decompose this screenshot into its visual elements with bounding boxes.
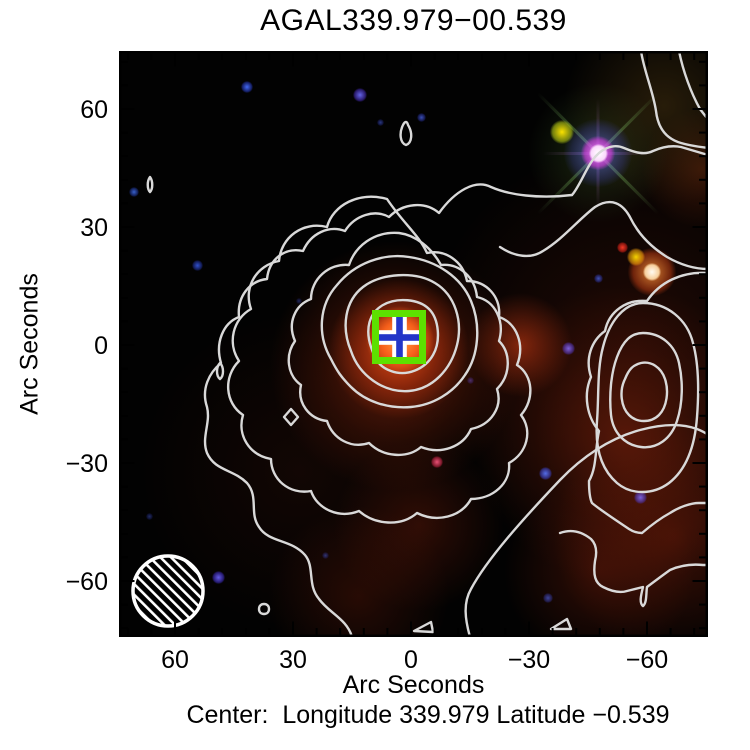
star-icon — [191, 259, 203, 271]
axis-ticks — [121, 53, 706, 635]
star-icon — [431, 456, 443, 468]
star-icon — [633, 490, 647, 504]
red-source — [616, 241, 628, 253]
star-icon — [129, 187, 139, 197]
star-icon — [416, 112, 426, 122]
marker-square-icon — [372, 310, 426, 364]
contours-overlay — [119, 51, 708, 637]
axis-frame — [119, 51, 708, 637]
star-icon — [321, 551, 329, 559]
yellow-source — [627, 248, 645, 266]
x-tick-label: −30 — [507, 646, 551, 674]
y-tick-label: 60 — [80, 96, 108, 124]
y-axis-label: Arc Seconds — [15, 273, 44, 415]
star-icon — [561, 341, 575, 355]
star-icon — [353, 88, 367, 102]
center-coordinates-caption: Center: Longitude 339.979 Latitude −0.53… — [186, 701, 670, 729]
x-axis-label: Arc Seconds — [342, 671, 485, 699]
star-icon — [466, 376, 474, 384]
contour-lines — [146, 51, 708, 637]
y-tick-label: 0 — [94, 332, 108, 360]
marker-cross-icon — [375, 312, 424, 363]
y-tick-label: −30 — [65, 450, 108, 478]
star-icon — [593, 273, 603, 283]
figure-title: AGAL339.979−00.539 — [260, 4, 567, 37]
star-icon — [376, 118, 384, 126]
star-icon — [543, 593, 553, 603]
y-tick-label: −60 — [65, 568, 108, 596]
source-marker — [372, 310, 426, 364]
beam-indicator — [131, 554, 205, 628]
x-tick-label: 0 — [404, 646, 418, 674]
star-icon — [241, 81, 253, 93]
star-icon — [211, 570, 225, 584]
star-icon — [538, 466, 552, 480]
y-tick-label: 30 — [80, 214, 108, 242]
yellow-source — [550, 120, 574, 144]
star-icon — [145, 512, 153, 520]
plot-area — [119, 51, 708, 637]
bright-star — [643, 263, 661, 281]
x-tick-label: 30 — [279, 646, 307, 674]
x-tick-label: 60 — [161, 646, 189, 674]
x-tick-label: −60 — [625, 646, 669, 674]
star-icon — [296, 298, 302, 304]
